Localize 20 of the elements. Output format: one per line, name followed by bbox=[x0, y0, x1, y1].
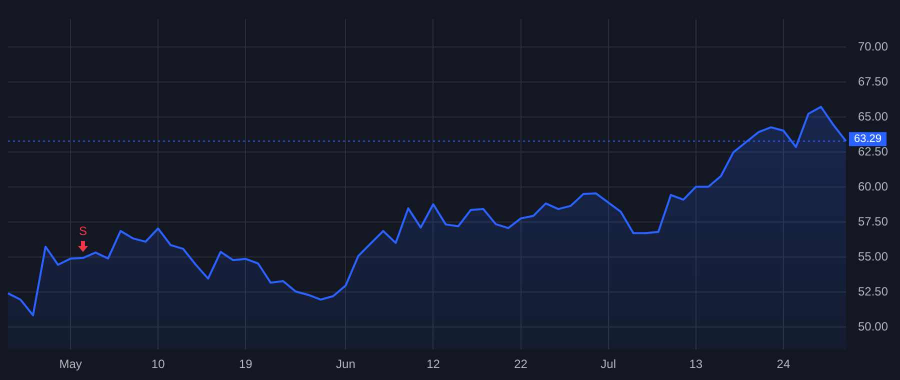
y-tick-label: 65.00 bbox=[858, 110, 888, 124]
y-tick-label: 50.00 bbox=[858, 320, 888, 334]
x-tick-label: Jul bbox=[600, 357, 616, 372]
y-tick-label: 60.00 bbox=[858, 180, 888, 194]
x-tick-label: 22 bbox=[514, 357, 528, 372]
y-tick-label: 52.50 bbox=[858, 284, 888, 299]
x-tick-label: 12 bbox=[426, 357, 440, 372]
x-tick-label: May bbox=[59, 357, 82, 372]
x-tick-label: 13 bbox=[689, 357, 703, 372]
y-tick-label: 57.50 bbox=[858, 214, 888, 229]
ref-line-label: 63.29 bbox=[854, 133, 882, 146]
y-tick-label: 70.00 bbox=[858, 40, 888, 54]
x-tick-label: Jun bbox=[336, 357, 356, 372]
y-tick-label: 55.00 bbox=[858, 250, 888, 264]
x-tick-label: 19 bbox=[238, 357, 253, 372]
y-tick-label: 67.50 bbox=[858, 74, 888, 89]
x-tick-label: 24 bbox=[776, 357, 790, 372]
x-tick-label: 10 bbox=[151, 357, 166, 372]
annotation: S bbox=[78, 224, 88, 238]
y-tick-label: 62.50 bbox=[858, 144, 888, 159]
